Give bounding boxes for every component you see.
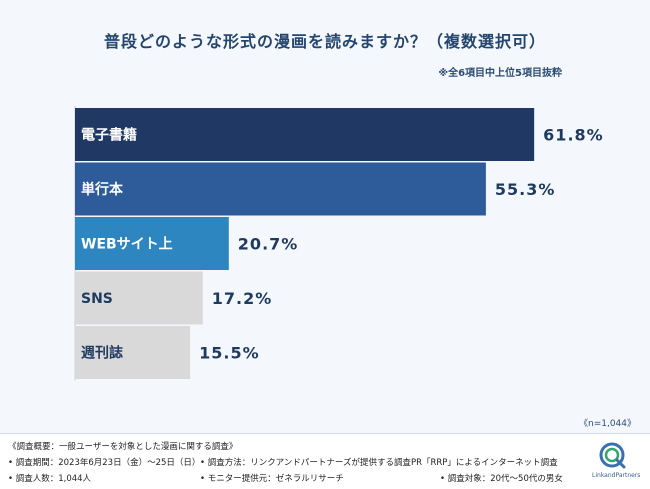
linkandpartners-logo-icon — [599, 442, 626, 469]
bar-chart: 電子書籍 61.8% 単行本 55.3% WEBサイト上 20.7% SNS 17.2% 週刊誌… — [74, 106, 604, 381]
survey-period: • 調査期間：2023年6月23日（金）～25日（日） — [8, 458, 201, 468]
sample-size-label: 《n=1,044》 — [578, 419, 636, 429]
category-label-3: WEBサイト上 — [81, 237, 173, 253]
survey-count: • 調査人数：1,044人 — [8, 474, 92, 484]
survey-overview: 《調査概要：一般ユーザーを対象とした漫画に関する調査》 — [8, 442, 238, 452]
bar-2 — [75, 162, 486, 216]
bar-3 — [75, 217, 229, 270]
bar-1 — [75, 108, 535, 161]
value-label-2: 55.3% — [495, 180, 556, 199]
selection-note: ※全6項目中上位5項目抜粋 — [438, 68, 562, 79]
bar-5 — [75, 326, 191, 379]
chart-title: 普段どのような形式の漫画を読みますか？（複数選択可） — [103, 32, 546, 51]
category-label-4: SNS — [81, 291, 113, 307]
survey-method: • 調査方法：リンクアンドパートナーズが提供する調査PR「RRP」によるインター… — [200, 458, 558, 468]
category-label-5: 週刊誌 — [81, 345, 123, 362]
logo-text: LinkandPartners — [592, 472, 641, 479]
value-label-3: 20.7% — [238, 235, 299, 254]
value-label-4: 17.2% — [212, 289, 273, 308]
survey-footer: 《調査概要：一般ユーザーを対象とした漫画に関する調査》 • 調査期間：2023年… — [0, 433, 650, 489]
survey-target: • 調査対象：20代～50代の男女 — [440, 474, 563, 484]
survey-monitor: • モニター提供元：ゼネラルリサーチ — [200, 474, 344, 484]
value-label-5: 15.5% — [199, 344, 260, 363]
category-label-2: 単行本 — [81, 181, 124, 198]
value-label-1: 61.8% — [543, 126, 604, 145]
company-logo: LinkandPartners — [592, 440, 641, 479]
category-label-1: 電子書籍 — [81, 127, 137, 144]
bar-4 — [75, 271, 203, 325]
